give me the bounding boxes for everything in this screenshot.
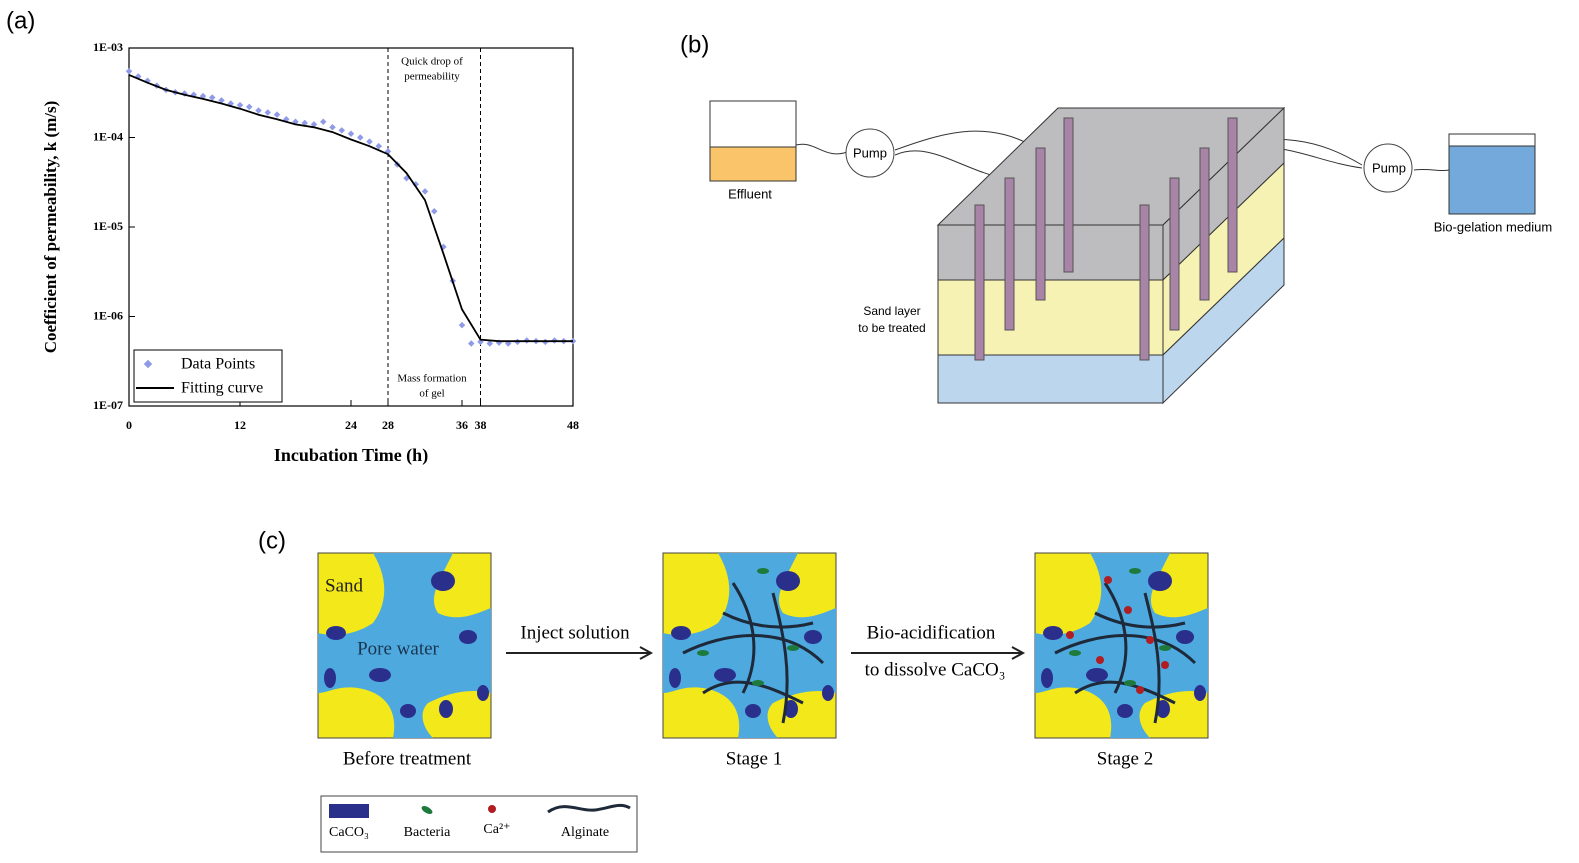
chart: 1E-07 1E-06 1E-05 1E-04 1E-03 0 12 24 28 36 38 48 xyxy=(93,40,579,432)
data-point xyxy=(467,340,475,347)
region-label: Pore water xyxy=(357,638,439,659)
data-point xyxy=(218,97,225,104)
annotation: of gel xyxy=(419,388,444,400)
tank xyxy=(1448,133,1536,215)
stage-label: Before treatment xyxy=(343,748,472,769)
panel-label: (b) xyxy=(680,31,709,58)
legend-label: Alginate xyxy=(561,825,609,840)
x-tick-label: 12 xyxy=(234,418,246,432)
panel-label: (a) xyxy=(6,7,35,34)
legend-marker xyxy=(143,359,153,369)
step-label: to dissolve CaCO₃ xyxy=(865,659,1006,680)
pump xyxy=(845,128,1413,193)
data-point xyxy=(430,207,438,215)
legend-label: Bacteria xyxy=(404,825,451,840)
step-label: Inject solution xyxy=(520,622,630,643)
y-tick-label: 1E-03 xyxy=(93,40,123,54)
well xyxy=(974,117,1238,361)
x-tick-label: 36 xyxy=(456,418,468,432)
data-point xyxy=(421,188,429,195)
data-point xyxy=(486,340,494,347)
data-point xyxy=(125,67,133,75)
legend-box xyxy=(133,349,283,403)
data-point xyxy=(347,130,355,138)
legend-label: Ca²⁺ xyxy=(483,822,510,837)
x-tick-label: 0 xyxy=(126,418,132,432)
x-tick-label: 28 xyxy=(382,418,394,432)
layer-label: Sand layer xyxy=(863,304,920,318)
pore-cell xyxy=(662,552,837,739)
arrow xyxy=(506,646,1026,660)
data-point xyxy=(264,109,272,116)
y-axis-title: Coefficient of permeability, k (m/s) xyxy=(41,101,60,354)
data-point xyxy=(255,107,262,114)
legend-label: Data Points xyxy=(181,356,255,373)
data-point xyxy=(273,111,281,118)
legend-label: Fitting curve xyxy=(181,380,263,397)
calcium-ions xyxy=(1066,576,1169,694)
pore-cell xyxy=(1034,552,1209,739)
legend: CaCO₃ Bacteria Ca²⁺ Alginate xyxy=(320,795,638,853)
tank xyxy=(709,100,797,182)
data-point xyxy=(236,101,244,109)
data-point xyxy=(310,121,318,128)
region-label: Sand xyxy=(325,575,364,596)
x-tick-label: 48 xyxy=(567,418,579,432)
panel-label: (c) xyxy=(258,527,286,554)
tank-label: Effluent xyxy=(728,186,772,201)
y-tick-label: 1E-06 xyxy=(93,308,123,322)
annotation: permeability xyxy=(404,71,460,83)
stage-label: Stage 2 xyxy=(1097,748,1153,769)
pump-label: Pump xyxy=(853,145,887,160)
data-point xyxy=(458,321,466,329)
x-tick-label: 24 xyxy=(345,418,357,432)
data-point xyxy=(208,94,216,101)
data-point xyxy=(245,103,253,111)
data-point xyxy=(329,124,336,131)
y-tick-label: 1E-07 xyxy=(93,398,123,412)
legend-label: CaCO₃ xyxy=(329,825,369,840)
stage-label: Stage 1 xyxy=(726,748,782,769)
data-point xyxy=(338,127,346,134)
x-tick-label: 38 xyxy=(475,418,487,432)
annotation: Quick drop of xyxy=(401,56,463,68)
data-point xyxy=(366,138,373,145)
annotation: Mass formation xyxy=(397,373,467,385)
y-tick-label: 1E-05 xyxy=(93,219,123,233)
legend: Data Points Fitting curve xyxy=(133,349,283,403)
tank-label: Bio-gelation medium xyxy=(1434,219,1553,234)
data-point xyxy=(356,134,364,141)
data-point xyxy=(375,142,383,150)
layer-label: to be treated xyxy=(858,321,925,335)
x-axis-title: Incubation Time (h) xyxy=(274,445,428,466)
data-point xyxy=(319,118,327,125)
step-label: Bio-acidification xyxy=(867,622,996,643)
y-tick-label: 1E-04 xyxy=(93,129,123,143)
pump-label: Pump xyxy=(1372,160,1406,175)
fit-line xyxy=(128,74,573,343)
